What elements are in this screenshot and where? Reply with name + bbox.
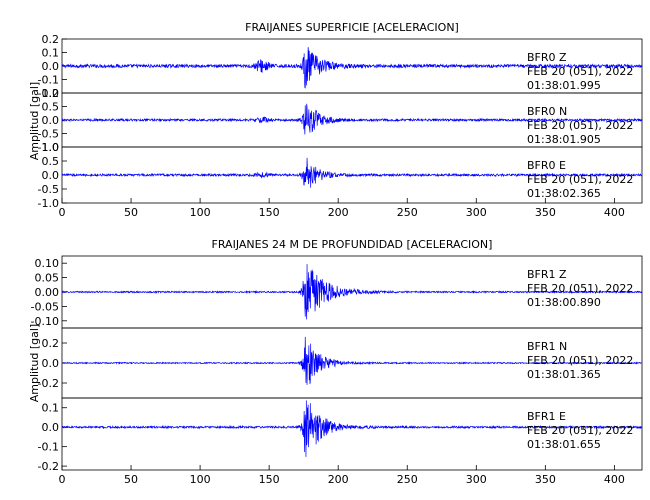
x-tick-label: 350 [535,473,556,486]
y-axis-label: Amplitud [gal] [28,324,41,402]
station-label: BFR0 Z [527,51,567,64]
y-tick-label: 0.0 [42,357,60,370]
station-label: BFR1 E [527,410,566,423]
x-tick-label: 100 [190,473,211,486]
y-tick-label: 0.1 [42,402,60,415]
x-tick-label: 0 [59,473,66,486]
date-label: FEB 20 (051), 2022 [527,65,633,78]
y-tick-label: -0.1 [38,441,59,454]
y-tick-label: 0.5 [42,101,60,114]
x-tick-label: 100 [190,206,211,219]
y-tick-label: 0.1 [42,47,60,60]
y-tick-label: 0.10 [35,257,60,270]
y-tick-label: 0.5 [42,155,60,168]
time-label: 01:38:01.655 [527,438,601,451]
y-tick-label: 0.00 [35,286,60,299]
y-tick-label: -0.2 [38,377,59,390]
x-tick-label: 300 [466,473,487,486]
waveform-series [61,157,643,188]
y-tick-label: 0.2 [42,337,60,350]
chart-title: FRAIJANES 24 M DE PROFUNDIDAD [ACELERACI… [212,238,493,251]
y-tick-label: -0.05 [31,300,59,313]
surface-chart: FRAIJANES SUPERFICIE [ACELERACION] Amplit… [28,21,643,219]
y-tick-label: -0.5 [38,128,59,141]
station-label: BFR1 N [527,340,567,353]
x-tick-label: 350 [535,206,556,219]
x-tick-label: 200 [328,473,349,486]
y-tick-label: 0.0 [42,114,60,127]
y-tick-label: 1.0 [42,87,60,100]
station-label: BFR0 E [527,159,566,172]
borehole-chart: FRAIJANES 24 M DE PROFUNDIDAD [ACELERACI… [28,238,643,486]
waveform-series [61,400,643,457]
y-axis-label: Amplitud [gal] [28,82,41,160]
waveform-series [61,336,643,385]
x-tick-label: 50 [124,206,138,219]
time-label: 01:38:01.995 [527,79,601,92]
y-tick-label: 0.0 [42,169,60,182]
time-label: 01:38:00.890 [527,296,601,309]
x-tick-label: 400 [604,206,625,219]
y-tick-label: 0.05 [35,272,60,285]
y-tick-label: -0.5 [38,183,59,196]
y-tick-label: 0.2 [42,33,60,46]
y-tick-label: -0.10 [31,315,59,328]
station-label: BFR1 Z [527,268,567,281]
time-label: 01:38:01.365 [527,368,601,381]
time-label: 01:38:02.365 [527,187,601,200]
chart-title: FRAIJANES SUPERFICIE [ACELERACION] [245,21,459,34]
time-label: 01:38:01.905 [527,133,601,146]
y-tick-label: 0.0 [42,60,60,73]
y-tick-label: -0.2 [38,460,59,473]
x-tick-label: 150 [259,206,280,219]
panel-frame [61,397,643,471]
waveform-series [61,47,643,89]
date-label: FEB 20 (051), 2022 [527,424,633,437]
waveform-series [61,103,643,135]
y-tick-label: 1.0 [42,141,60,154]
x-tick-label: 150 [259,473,280,486]
y-tick-label: -0.1 [38,74,59,87]
date-label: FEB 20 (051), 2022 [527,119,633,132]
y-tick-label: -0.2 [38,87,59,100]
x-tick-label: 0 [59,206,66,219]
x-tick-label: 200 [328,206,349,219]
x-tick-label: 50 [124,473,138,486]
x-tick-label: 250 [397,473,418,486]
x-tick-label: 400 [604,473,625,486]
date-label: FEB 20 (051), 2022 [527,173,633,186]
y-tick-label: -1.0 [38,141,59,154]
y-tick-label: -1.0 [38,197,59,210]
y-tick-label: 0.0 [42,421,60,434]
waveform-series [61,264,643,320]
station-label: BFR0 N [527,105,567,118]
x-tick-label: 250 [397,206,418,219]
x-tick-label: 300 [466,206,487,219]
date-label: FEB 20 (051), 2022 [527,354,633,367]
date-label: FEB 20 (051), 2022 [527,282,633,295]
